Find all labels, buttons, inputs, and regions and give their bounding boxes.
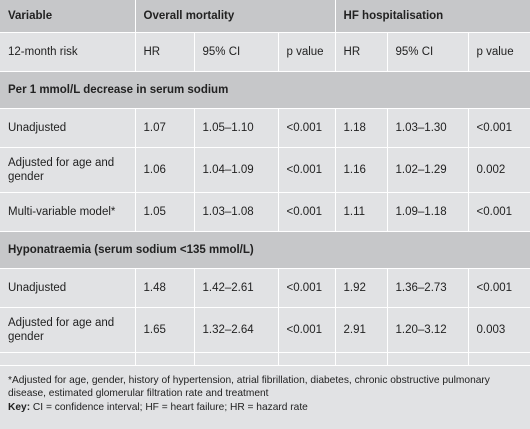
p-header-hf: p value — [467, 32, 530, 72]
p-mortality: <0.001 — [277, 147, 336, 193]
ci-header-hf: 95% CI — [386, 32, 469, 72]
p-mortality: <0.001 — [277, 268, 336, 308]
section-header-sodium-decrease: Per 1 mmol/L decrease in serum sodium — [0, 71, 530, 109]
section-title: Per 1 mmol/L decrease in serum sodium — [0, 71, 530, 109]
p-hf: <0.001 — [467, 108, 530, 148]
risk-label: 12-month risk — [0, 32, 135, 72]
hr-header-mortality: HR — [134, 32, 194, 72]
hr-mortality: 1.65 — [134, 307, 194, 353]
hr-mortality: 1.48 — [134, 268, 194, 308]
ci-hf: 1.36–2.73 — [386, 268, 469, 308]
p-hf: <0.001 — [467, 268, 530, 308]
table-footer: *Adjusted for age, gender, history of hy… — [0, 365, 530, 429]
p-mortality: <0.001 — [277, 108, 336, 148]
hr-hf: 1.18 — [334, 108, 388, 148]
hr-hf: 1.11 — [334, 192, 388, 232]
p-mortality: <0.001 — [277, 307, 336, 353]
ci-mortality: 1.42–2.61 — [193, 268, 278, 308]
ci-hf: 1.03–1.30 — [386, 108, 469, 148]
ci-mortality: 1.05–1.10 — [193, 108, 278, 148]
table-header-row: Variable Overall mortality HF hospitalis… — [0, 0, 530, 33]
row-label: Adjusted for age and gender — [0, 307, 135, 353]
key-text: CI = confidence interval; HF = heart fai… — [30, 401, 308, 413]
ci-hf: 1.20–3.12 — [386, 307, 469, 353]
overall-mortality-header: Overall mortality — [134, 0, 336, 33]
ci-hf: 1.02–1.29 — [386, 147, 469, 193]
hr-mortality: 1.06 — [134, 147, 194, 193]
hr-hf: 1.16 — [334, 147, 388, 193]
p-hf: 0.003 — [467, 307, 530, 353]
p-header-mortality: p value — [277, 32, 336, 72]
footnote: *Adjusted for age, gender, history of hy… — [8, 375, 490, 400]
ci-hf: 1.09–1.18 — [386, 192, 469, 232]
row-label: Unadjusted — [0, 108, 135, 148]
row-label: Unadjusted — [0, 268, 135, 308]
table-row: Unadjusted 1.48 1.42–2.61 <0.001 1.92 1.… — [0, 268, 530, 308]
p-hf: 0.002 — [467, 147, 530, 193]
p-mortality: <0.001 — [277, 192, 336, 232]
hr-mortality: 1.05 — [134, 192, 194, 232]
p-hf: <0.001 — [467, 192, 530, 232]
section-header-hyponatraemia: Hyponatraemia (serum sodium <135 mmol/L) — [0, 231, 530, 269]
key-label: Key: — [8, 401, 31, 413]
table-row: Adjusted for age and gender 1.06 1.04–1.… — [0, 147, 530, 193]
variable-header: Variable — [0, 0, 135, 33]
results-table: Variable Overall mortality HF hospitalis… — [0, 0, 530, 392]
hf-hospitalisation-header: HF hospitalisation — [334, 0, 530, 33]
ci-mortality: 1.32–2.64 — [193, 307, 278, 353]
hr-hf: 1.92 — [334, 268, 388, 308]
table-row: Multi-variable model* 1.05 1.03–1.08 <0.… — [0, 192, 530, 232]
hr-mortality: 1.07 — [134, 108, 194, 148]
ci-mortality: 1.03–1.08 — [193, 192, 278, 232]
row-label: Adjusted for age and gender — [0, 147, 135, 193]
ci-header-mortality: 95% CI — [193, 32, 278, 72]
hr-hf: 2.91 — [334, 307, 388, 353]
key-line: Key: CI = confidence interval; HF = hear… — [8, 401, 522, 414]
section-title: Hyponatraemia (serum sodium <135 mmol/L) — [0, 231, 530, 269]
table-subheader-row: 12-month risk HR 95% CI p value HR 95% C… — [0, 32, 530, 72]
table-row: Unadjusted 1.07 1.05–1.10 <0.001 1.18 1.… — [0, 108, 530, 148]
row-label: Multi-variable model* — [0, 192, 135, 232]
table-row: Adjusted for age and gender 1.65 1.32–2.… — [0, 307, 530, 353]
ci-mortality: 1.04–1.09 — [193, 147, 278, 193]
hr-header-hf: HR — [334, 32, 388, 72]
